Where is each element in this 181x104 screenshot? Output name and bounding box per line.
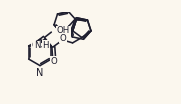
Text: H: H	[43, 41, 49, 50]
Text: O: O	[32, 41, 39, 50]
Text: N: N	[34, 41, 40, 50]
Text: O: O	[51, 57, 57, 66]
Text: N: N	[36, 68, 44, 78]
Text: O: O	[60, 34, 67, 43]
Text: OH: OH	[57, 26, 70, 35]
